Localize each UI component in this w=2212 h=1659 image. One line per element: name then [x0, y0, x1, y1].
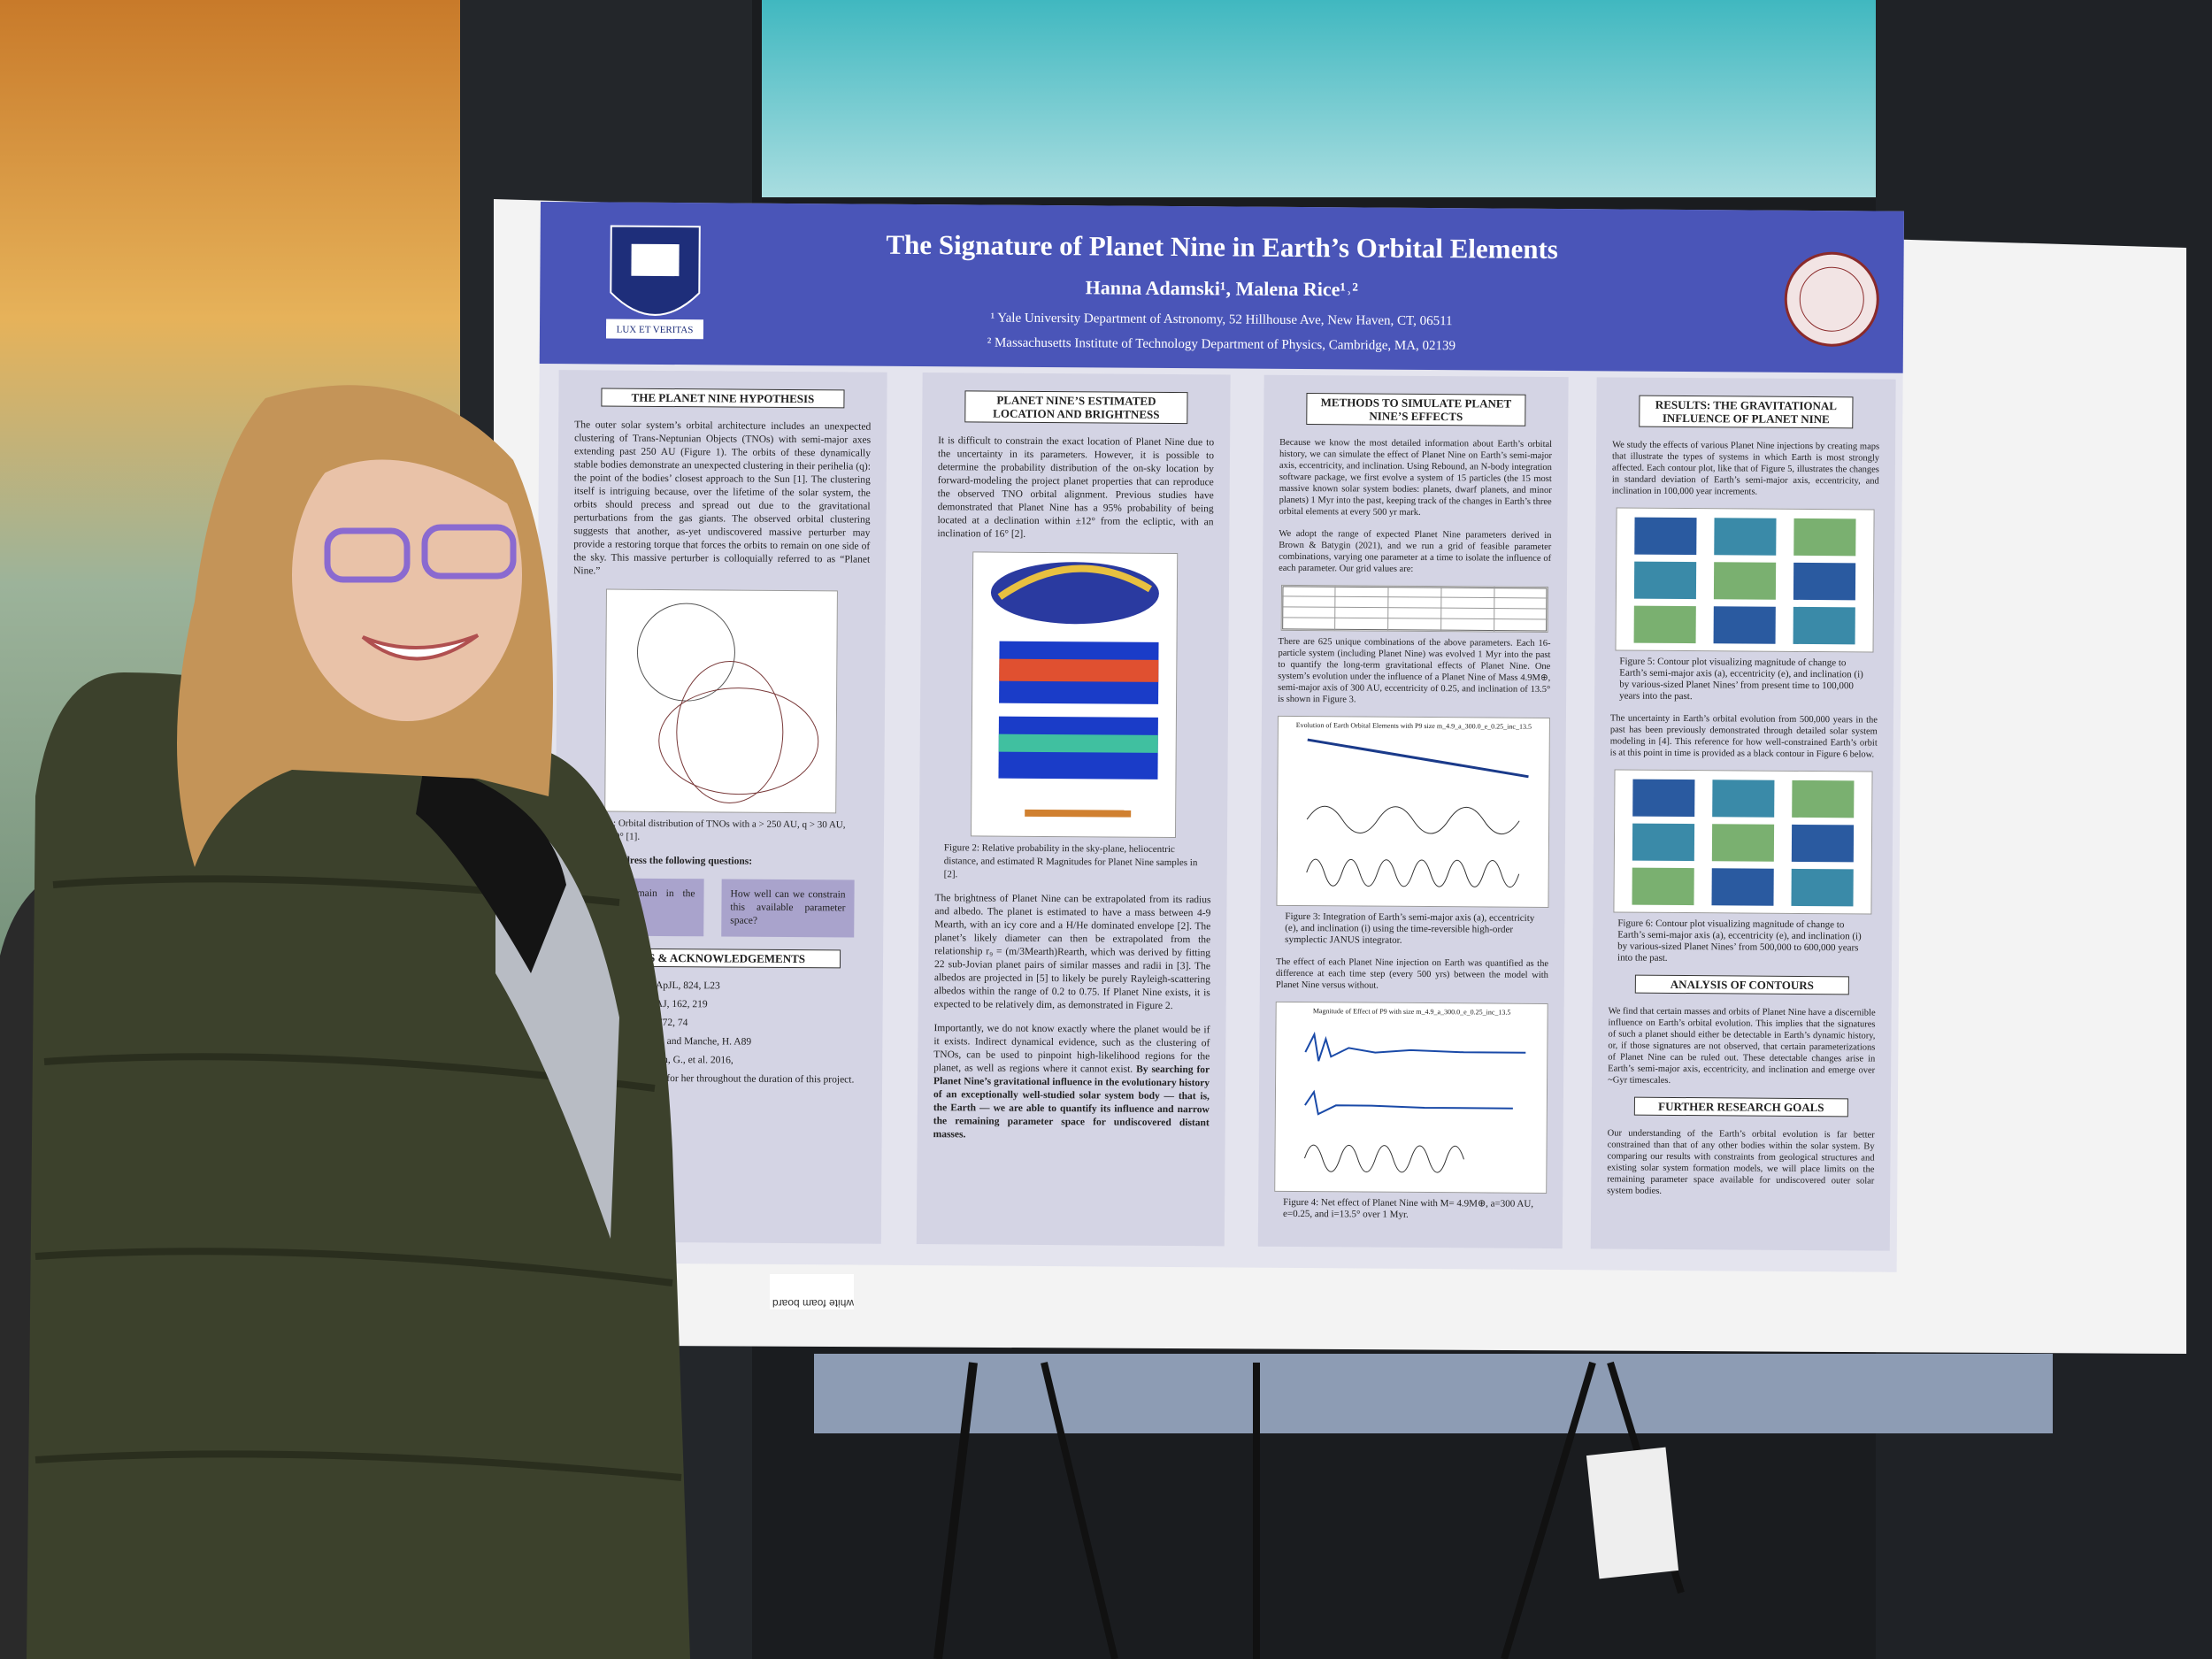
figure [1613, 769, 1873, 915]
contour-panel [1714, 518, 1777, 556]
figure [1304, 1031, 1526, 1173]
contour-panel [1711, 824, 1775, 862]
contour-panel [1712, 780, 1775, 818]
contour-panel [1632, 867, 1694, 906]
contour-panel [1633, 561, 1697, 600]
motto: LUX ET VERITAS [617, 325, 694, 336]
contour-panel [1634, 517, 1697, 556]
figure [971, 551, 1179, 839]
contour-panel [1633, 605, 1696, 644]
parameter-table [1280, 584, 1548, 633]
figure [1615, 507, 1875, 653]
mit-seal [1784, 251, 1879, 347]
contour-panel [1792, 780, 1855, 818]
column: METHODS TO SIMULATE PLANET NINE’S EFFECT… [1257, 374, 1569, 1249]
contour-panel [1713, 606, 1776, 644]
contour-panel [1791, 868, 1854, 907]
figure [1306, 738, 1529, 888]
contour-panel [1713, 562, 1777, 600]
contour-panel [1791, 824, 1855, 863]
poster-header: LUX ET VERITAS The Signature of Planet N… [539, 202, 1904, 373]
column: PLANET NINE’S ESTIMATED LOCATION AND BRI… [916, 373, 1231, 1247]
contour-panel [1793, 518, 1856, 557]
figure [603, 588, 838, 814]
contour-panel [1632, 823, 1695, 862]
contour-panel [1632, 779, 1695, 818]
poster: LUX ET VERITAS The Signature of Planet N… [533, 202, 1904, 1272]
contour-panel [1711, 868, 1774, 906]
yale-logo: LUX ET VERITAS [605, 225, 704, 340]
column: THE PLANET NINE HYPOTHESIS The outer sol… [552, 370, 887, 1244]
contour-panel [1793, 562, 1856, 601]
column: RESULTS: THE GRAVITATIONAL INFLUENCE OF … [1590, 377, 1896, 1251]
contour-panel [1793, 606, 1855, 645]
